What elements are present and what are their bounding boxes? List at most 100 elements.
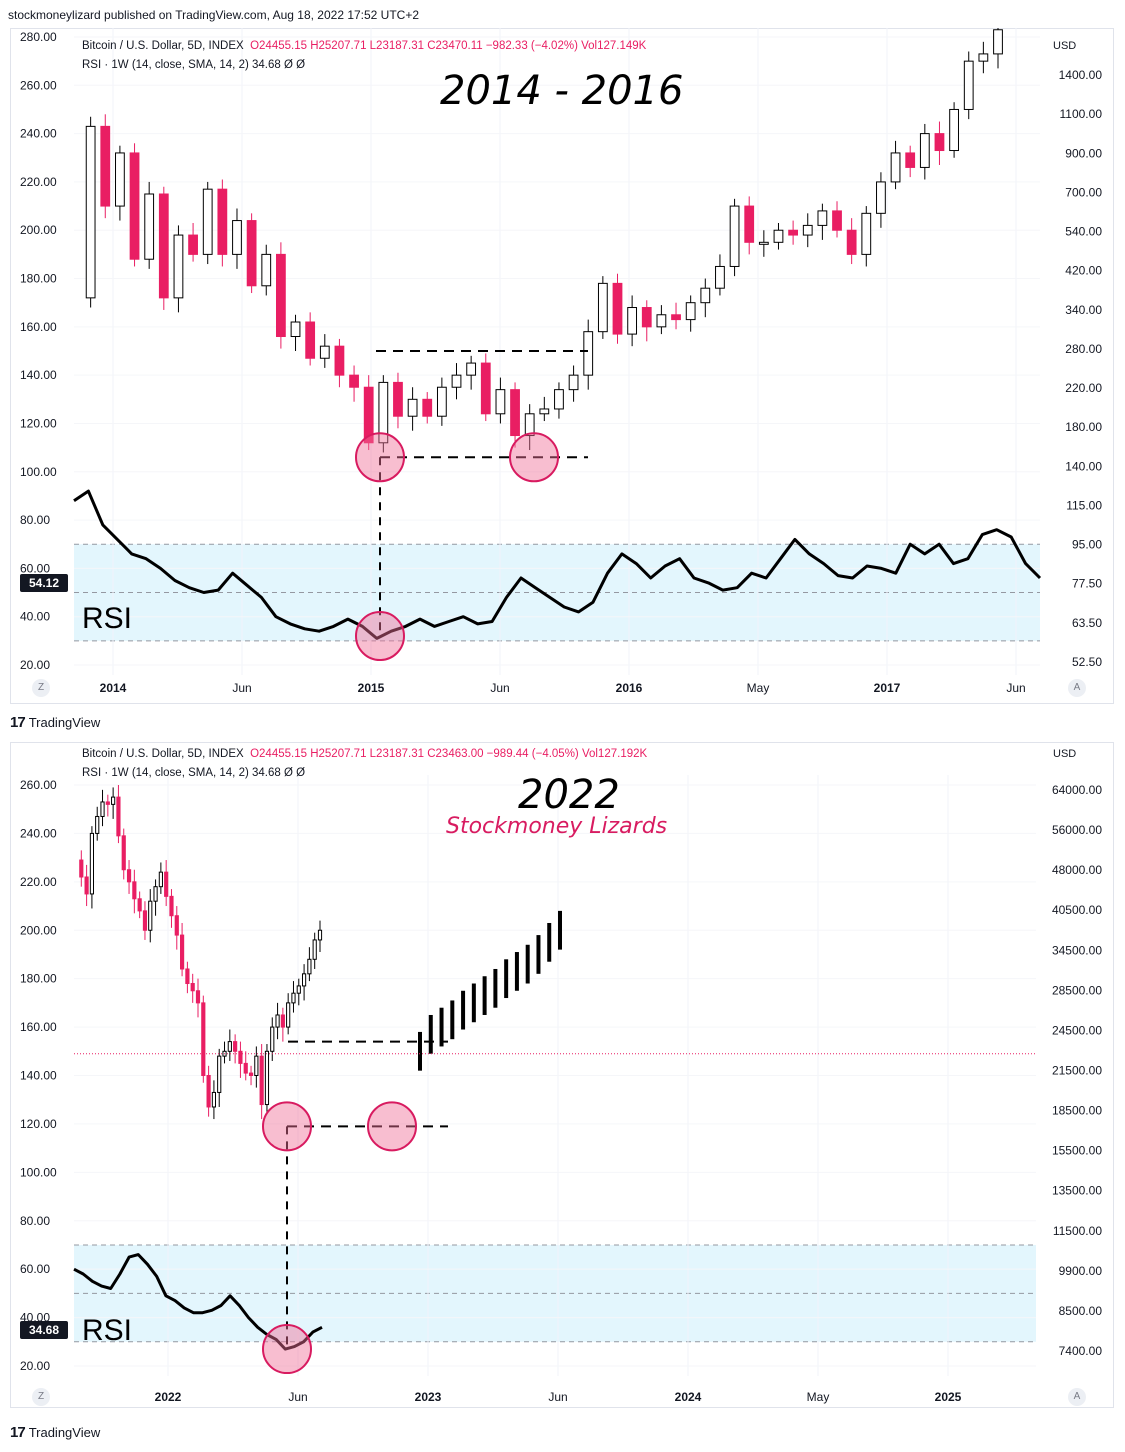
projection-bar [504,959,509,999]
candle-body [291,992,296,1004]
candle-body [319,345,330,359]
candle-body [510,389,520,437]
right-axis-tick: 420.00 [1065,264,1102,278]
left-axis-tick: 20.00 [20,658,50,672]
left-axis-tick: 260.00 [20,78,57,92]
right-axis-tick: 1400.00 [1059,68,1103,82]
pattern-circle-2 [355,611,405,662]
candle-body [169,895,174,917]
candle-body [905,152,916,168]
candle-body [312,939,317,960]
candle-body [259,1055,264,1106]
candle-body [286,1002,291,1028]
candle-body [919,133,930,168]
candle-body [583,331,594,376]
projection-bar [450,1000,455,1040]
candle-body [685,302,696,321]
candle-body [436,386,447,417]
candle-body [243,1062,248,1074]
candle-body [142,910,148,931]
auto-scale-a-button[interactable]: A [1068,679,1086,697]
candle-body [495,389,506,415]
candle-body [84,876,89,895]
projection-bar [547,922,552,962]
auto-scale-z-button[interactable]: Z [32,679,50,697]
candle-body [188,234,198,255]
x-axis-tick: 2024 [675,1390,702,1404]
candle-body [111,796,116,805]
projection-bar [493,968,498,1008]
candle-body [641,307,652,328]
candle-body [788,229,799,236]
rsi-current-badge: 54.12 [29,576,59,590]
left-axis-tick: 180.00 [20,972,57,986]
right-axis-tick: 280.00 [1065,342,1102,356]
rsi-line [73,1253,323,1351]
right-axis-tick: 52.50 [1072,655,1102,669]
candle-body [656,314,667,328]
projection-bar [514,952,519,991]
x-axis-tick: 2023 [415,1390,442,1404]
rsi-label: RSI [82,1314,132,1347]
pattern-circle-1 [367,1101,417,1152]
candle-body [264,1050,270,1106]
candle-body [407,398,418,417]
candle-body [729,205,740,267]
chart-panel-2014-2016: 280.00 260.00 240.00 220.00 200.00 180.00 160.… [0,28,1125,704]
candle-body [334,345,345,376]
tradingview-logo-icon: 17 [10,714,26,731]
candle-body [275,253,286,338]
candle-body [254,1055,259,1076]
right-axis-tick: 8500.00 [1059,1304,1103,1318]
auto-scale-z-button[interactable]: Z [32,1388,50,1406]
candle-body [524,413,535,437]
left-axis-tick: 140.00 [20,1069,57,1083]
candle-body [832,210,842,231]
right-axis-tick: 77.50 [1072,577,1102,591]
candle-body [363,386,374,444]
projection-bar [439,1007,444,1047]
x-axis-tick: Jun [288,1390,307,1404]
candle-body [100,801,105,817]
left-axis-tick: 220.00 [20,875,57,889]
legend-ohlc: O24455.15 H25207.71 L23187.31 C23463.00 … [250,748,648,760]
right-axis-tick: 21500.00 [1052,1064,1102,1078]
right-axis-tick: 34500.00 [1052,943,1102,957]
right-axis-tick: 900.00 [1065,146,1102,160]
footer-brand-text: TradingView [28,715,101,730]
left-axis-tick: 240.00 [20,127,57,141]
candle-body [700,287,711,304]
right-axis-tick: 48000.00 [1052,863,1102,877]
left-axis-tick: 60.00 [20,561,50,575]
left-axis-tick: 160.00 [20,1020,57,1034]
candle-body [201,1002,206,1076]
right-axis-tick: 63.50 [1072,616,1102,630]
right-axis-tick: 140.00 [1065,459,1102,473]
candle-body [115,152,125,207]
candle-body [715,265,725,289]
legend-symbol: Bitcoin / U.S. Dollar, 5D, INDEX [82,748,244,760]
candle-body [480,362,491,415]
right-axis-tick: 1100.00 [1060,107,1103,121]
left-axis-tick: 80.00 [20,513,50,527]
candle-body [126,869,132,883]
auto-scale-a-button[interactable]: A [1068,1388,1086,1406]
right-axis-tick: 540.00 [1065,225,1102,239]
candle-body [89,832,95,895]
footer-brand-top: 17 TradingView [10,714,100,731]
candle-body [978,53,989,62]
pattern-circle-0 [262,1101,312,1152]
x-axis-tick: Jun [1006,681,1025,695]
chart-svg-2014-2016: 280.00 260.00 240.00 220.00 200.00 180.00 160.… [20,28,1103,695]
left-axis-tick: 200.00 [20,923,57,937]
pattern-circle-0 [355,432,405,483]
left-axis-tick: 20.00 [20,1359,50,1373]
candle-body [466,362,477,376]
candle-body [378,381,389,444]
pattern-circle-1 [509,432,559,483]
right-axis-tick: 40500.00 [1052,903,1102,917]
right-axis-tick: 24500.00 [1052,1023,1102,1037]
candle-body [290,321,301,338]
legend-symbol: Bitcoin / U.S. Dollar, 5D, INDEX [82,40,244,52]
x-axis-tick: 2025 [935,1390,962,1404]
